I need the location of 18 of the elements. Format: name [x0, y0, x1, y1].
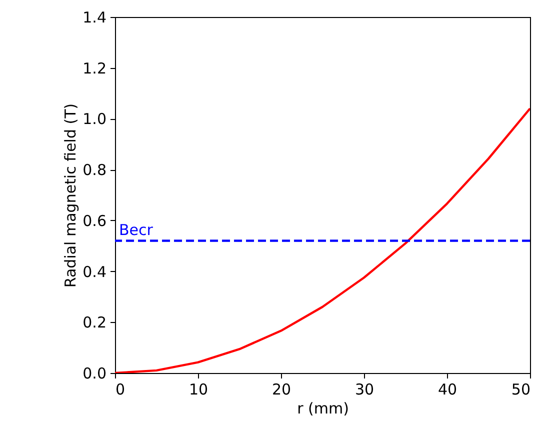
x-tick-label: 10: [188, 380, 208, 398]
x-axis-title: r (mm): [297, 400, 349, 418]
y-axis-title: Radial magnetic field (T): [62, 103, 80, 288]
x-tick-label: 20: [272, 380, 292, 398]
y-tick-label: 0.8: [82, 161, 106, 180]
y-tick-label: 0.2: [82, 314, 106, 332]
y-tick-label: 1.2: [82, 59, 106, 78]
y-tick-label: 0.4: [82, 262, 106, 281]
x-tick-label: 0: [116, 380, 126, 398]
y-tick-label: 0.0: [82, 364, 106, 382]
line-series: [115, 107, 530, 373]
y-tick-label: 0.6: [82, 212, 106, 230]
ref-line-label: Becr: [119, 220, 154, 239]
x-tick-label: 30: [354, 380, 374, 398]
y-tick-label: 1.4: [82, 8, 106, 26]
x-tick-label: 40: [438, 380, 458, 398]
y-tick-label: 1.0: [82, 110, 106, 128]
x-tick-label: 50: [511, 380, 530, 398]
